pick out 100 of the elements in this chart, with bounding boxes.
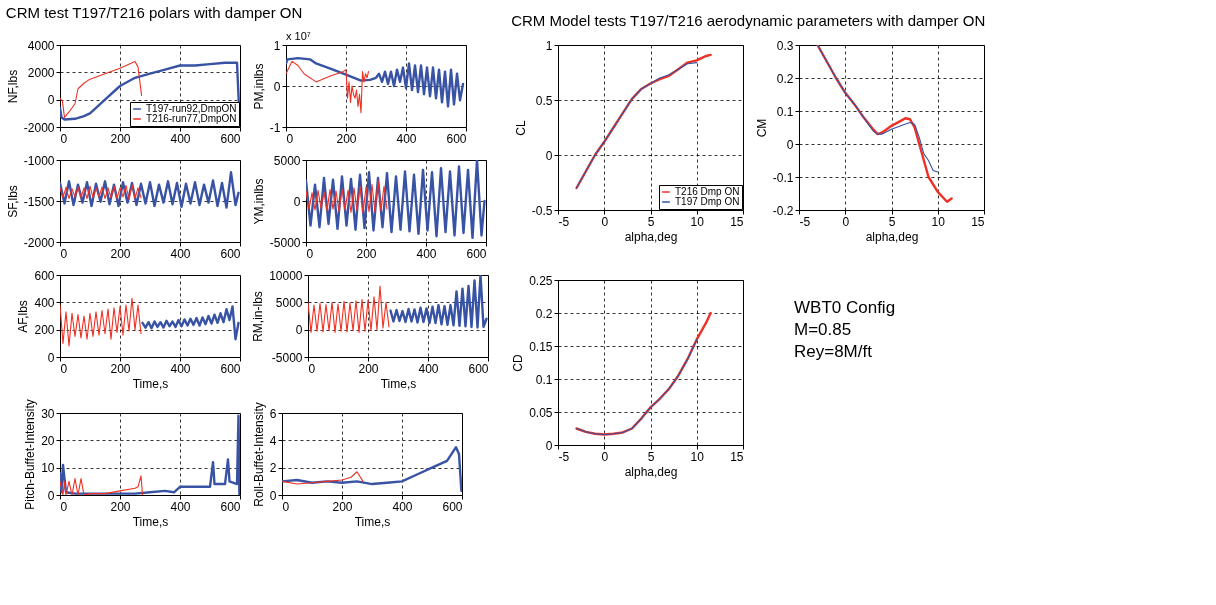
line-series [575, 338, 698, 435]
x-tick-label: 200 [358, 361, 379, 376]
legend-label: T216-run77,DmpON [146, 113, 237, 124]
x-tick-label: 10 [690, 214, 705, 229]
x-tick-label: 200 [110, 131, 131, 146]
y-axis-title: SF,lbs [5, 185, 20, 218]
y-axis-title: CD [511, 354, 526, 372]
y-axis-title: YM,inlbs [251, 178, 266, 225]
y-axis-title: RM,in-lbs [251, 291, 266, 342]
y-tick-label: 0.2 [776, 71, 794, 86]
y-tick-label: 400 [34, 295, 55, 310]
line-series [575, 62, 698, 189]
legend-label: T197-run92,DmpON [146, 103, 237, 114]
y-tick-label: 20 [41, 433, 55, 448]
line-series [816, 45, 953, 203]
x-tick-label: 600 [468, 361, 489, 376]
line-series [282, 471, 364, 485]
line-series [60, 297, 142, 347]
x-tick-label: 10 [690, 449, 705, 464]
x-tick-label: 400 [170, 499, 191, 514]
line-series [575, 311, 712, 436]
line-series [282, 445, 462, 493]
y-tick-label: -1 [269, 120, 281, 135]
y-tick-label: 0 [545, 438, 553, 453]
x-tick-label: 600 [442, 499, 463, 514]
line-series [286, 60, 370, 114]
x-tick-label: 0 [842, 214, 850, 229]
y-tick-label: 30 [41, 406, 55, 421]
y-tick-label: 10 [41, 461, 55, 476]
y-tick-label: 5000 [275, 295, 303, 310]
x-tick-label: 400 [170, 361, 191, 376]
y-axis-title: Pitch-Buffet-Intensity [23, 399, 38, 510]
y-tick-label: -5000 [269, 235, 301, 250]
x-axis-title: alpha,deg [624, 229, 678, 244]
y-tick-label: 4000 [27, 38, 55, 53]
y-tick-label: -5000 [271, 350, 303, 365]
x-tick-label: 600 [220, 246, 241, 261]
y-axis-title: PM,inlbs [251, 63, 266, 110]
x-tick-label: 600 [220, 499, 241, 514]
y-tick-label: 0 [545, 148, 553, 163]
x-tick-label: 200 [332, 499, 353, 514]
y-tick-label: -0.1 [772, 170, 794, 185]
x-tick-label: 400 [392, 499, 413, 514]
y-tick-label: 0.3 [776, 38, 794, 53]
x-tick-label: 15 [730, 214, 744, 229]
y-axis-title: CM [754, 118, 769, 138]
y-tick-label: 0 [269, 488, 277, 503]
line-series [141, 305, 240, 341]
text: M=0.85 [794, 320, 852, 339]
x-tick-label: 0 [60, 361, 68, 376]
text: x 10⁷ [286, 30, 311, 42]
x-axis-title: Time,s [354, 514, 391, 529]
chart-title: CRM Model tests T197/T216 aerodynamic parameters with damper ON [511, 11, 986, 29]
y-tick-label: 200 [34, 323, 55, 338]
line-series [286, 56, 465, 108]
x-tick-label: 0 [601, 449, 609, 464]
y-tick-label: 0.2 [535, 306, 553, 321]
text: WBT0 Config [794, 298, 896, 317]
x-tick-label: 600 [220, 131, 241, 146]
y-tick-label: 0.5 [535, 93, 553, 108]
y-tick-label: -1500 [23, 194, 55, 209]
legend-label: T197 Dmp ON [675, 196, 740, 207]
line-series [308, 285, 390, 333]
x-tick-label: 400 [170, 246, 191, 261]
y-axis-title: NF,lbs [5, 69, 20, 104]
x-tick-label: 0 [308, 361, 316, 376]
x-tick-label: 200 [336, 131, 357, 146]
x-axis-title: alpha,deg [865, 229, 919, 244]
x-axis-title: Time,s [132, 514, 169, 529]
y-tick-label: 0 [47, 350, 55, 365]
y-tick-label: 0 [47, 488, 55, 503]
x-tick-label: 15 [971, 214, 985, 229]
y-tick-label: 1 [545, 38, 553, 53]
line-series [306, 179, 388, 214]
y-tick-label: -0.2 [772, 203, 794, 218]
chart-title: CRM test T197/T216 polars with damper ON [5, 3, 303, 21]
x-axis-title: Time,s [380, 376, 417, 391]
y-axis-title: Roll-Buffet-Intensity [251, 402, 266, 507]
y-tick-label: 0 [47, 93, 55, 108]
x-tick-label: 5 [647, 214, 655, 229]
line-series [60, 171, 240, 209]
y-tick-label: 2 [269, 461, 277, 476]
x-tick-label: 0 [60, 499, 68, 514]
y-tick-label: -2000 [23, 120, 55, 135]
x-tick-label: -5 [799, 214, 811, 229]
x-tick-label: 200 [356, 246, 377, 261]
y-tick-label: 0 [273, 79, 281, 94]
x-tick-label: -5 [558, 214, 570, 229]
x-tick-label: 600 [446, 131, 467, 146]
x-axis-title: alpha,deg [624, 464, 678, 479]
x-tick-label: 400 [416, 246, 437, 261]
x-tick-label: -5 [558, 449, 570, 464]
line-series [60, 60, 143, 118]
y-tick-label: 5000 [273, 153, 301, 168]
x-tick-label: 600 [466, 246, 487, 261]
y-tick-label: 2000 [27, 65, 55, 80]
y-tick-label: 1 [273, 38, 281, 53]
y-tick-label: 0 [295, 323, 303, 338]
x-tick-label: 15 [730, 449, 744, 464]
x-tick-label: 5 [647, 449, 655, 464]
